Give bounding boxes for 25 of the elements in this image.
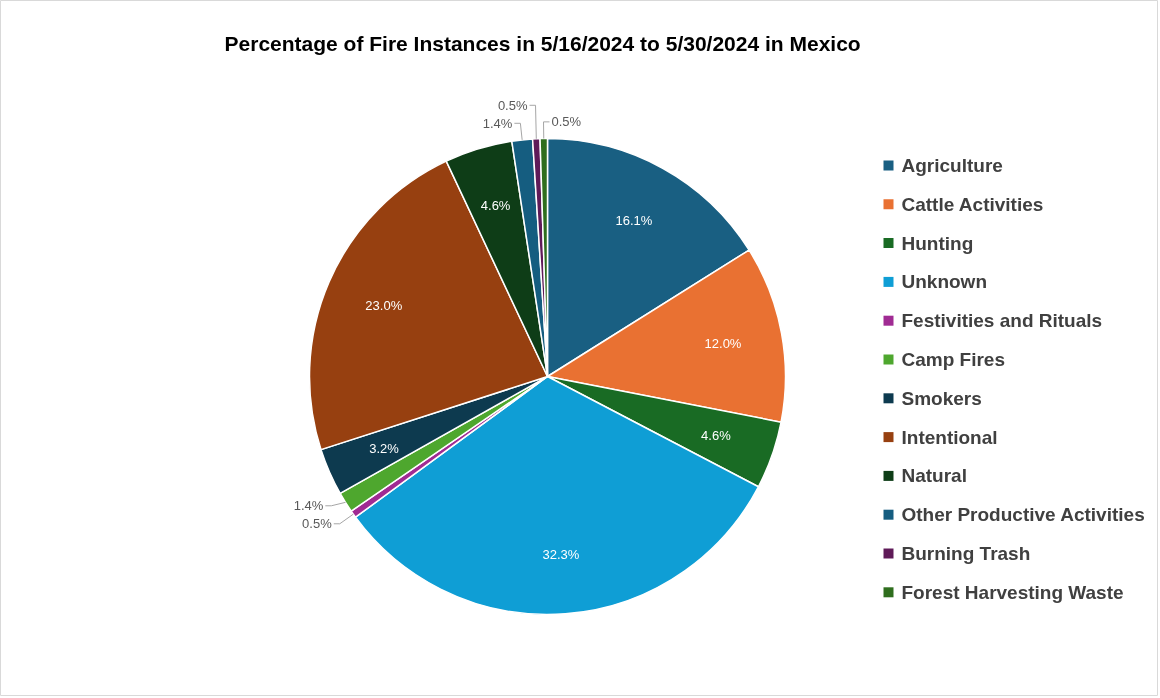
- legend-label: Festivities and Rituals: [901, 310, 1103, 332]
- legend-label: Camp Fires: [901, 349, 1005, 370]
- chart-title: Percentage of Fire Instances in 5/16/2024 to 5/30/2024 in Mexico: [224, 32, 861, 55]
- legend-label: Unknown: [901, 271, 987, 293]
- legend-label: Forest Harvesting Waste: [901, 581, 1124, 603]
- data-label: 4.6%: [480, 198, 511, 214]
- data-label: 0.5%: [551, 114, 582, 130]
- data-label: 12.0%: [704, 336, 742, 352]
- data-label: 0.5%: [497, 97, 528, 113]
- data-label: 3.2%: [369, 440, 400, 456]
- data-label: 4.6%: [701, 428, 732, 444]
- data-label: 0.5%: [302, 516, 333, 532]
- legend-label: Burning Trash: [901, 543, 1031, 564]
- legend-label: Hunting: [901, 232, 974, 254]
- legend-label: Smokers: [901, 387, 982, 409]
- legend-label: Other Productive Activities: [901, 504, 1145, 526]
- data-label: 16.1%: [615, 212, 653, 228]
- legend-label: Cattle Activities: [901, 193, 1044, 215]
- data-label: 23.0%: [365, 297, 403, 313]
- legend-label: Natural: [901, 465, 967, 487]
- legend-label: Agriculture: [901, 155, 1003, 176]
- legend-label: Intentional: [901, 426, 998, 448]
- data-label: 32.3%: [542, 546, 580, 562]
- data-label: 1.4%: [293, 498, 324, 514]
- data-label: 1.4%: [482, 115, 513, 131]
